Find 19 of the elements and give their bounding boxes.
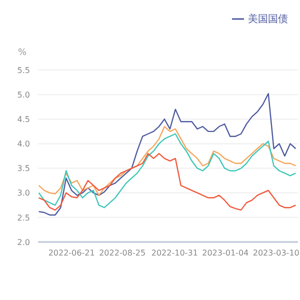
line-series: [38, 126, 296, 196]
y-tick-label: 2.5: [17, 213, 30, 222]
y-tick-label: 3.0: [17, 188, 30, 198]
line-series: [38, 133, 296, 208]
y-tick-label: 4.0: [17, 140, 30, 149]
line-series: [38, 92, 296, 216]
y-axis-title: %: [18, 48, 27, 58]
line-series: [38, 152, 296, 211]
x-tick-label: 2022-08-25: [99, 248, 146, 258]
y-tick-label: 4.5: [17, 114, 30, 124]
y-tick-label: 5.5: [17, 66, 30, 75]
x-tick-label: 2023-03-10: [252, 248, 300, 258]
y-tick-label: 2.0: [17, 238, 30, 247]
x-tick-label: 2022-10-31: [151, 248, 198, 258]
x-tick-label: 2023-01-04: [202, 248, 249, 258]
legend-label: 美国国债: [248, 14, 288, 25]
y-tick-label: 5.0: [17, 90, 30, 100]
y-tick-label: 3.5: [17, 164, 30, 174]
x-tick-label: 2022-06-21: [48, 248, 95, 258]
